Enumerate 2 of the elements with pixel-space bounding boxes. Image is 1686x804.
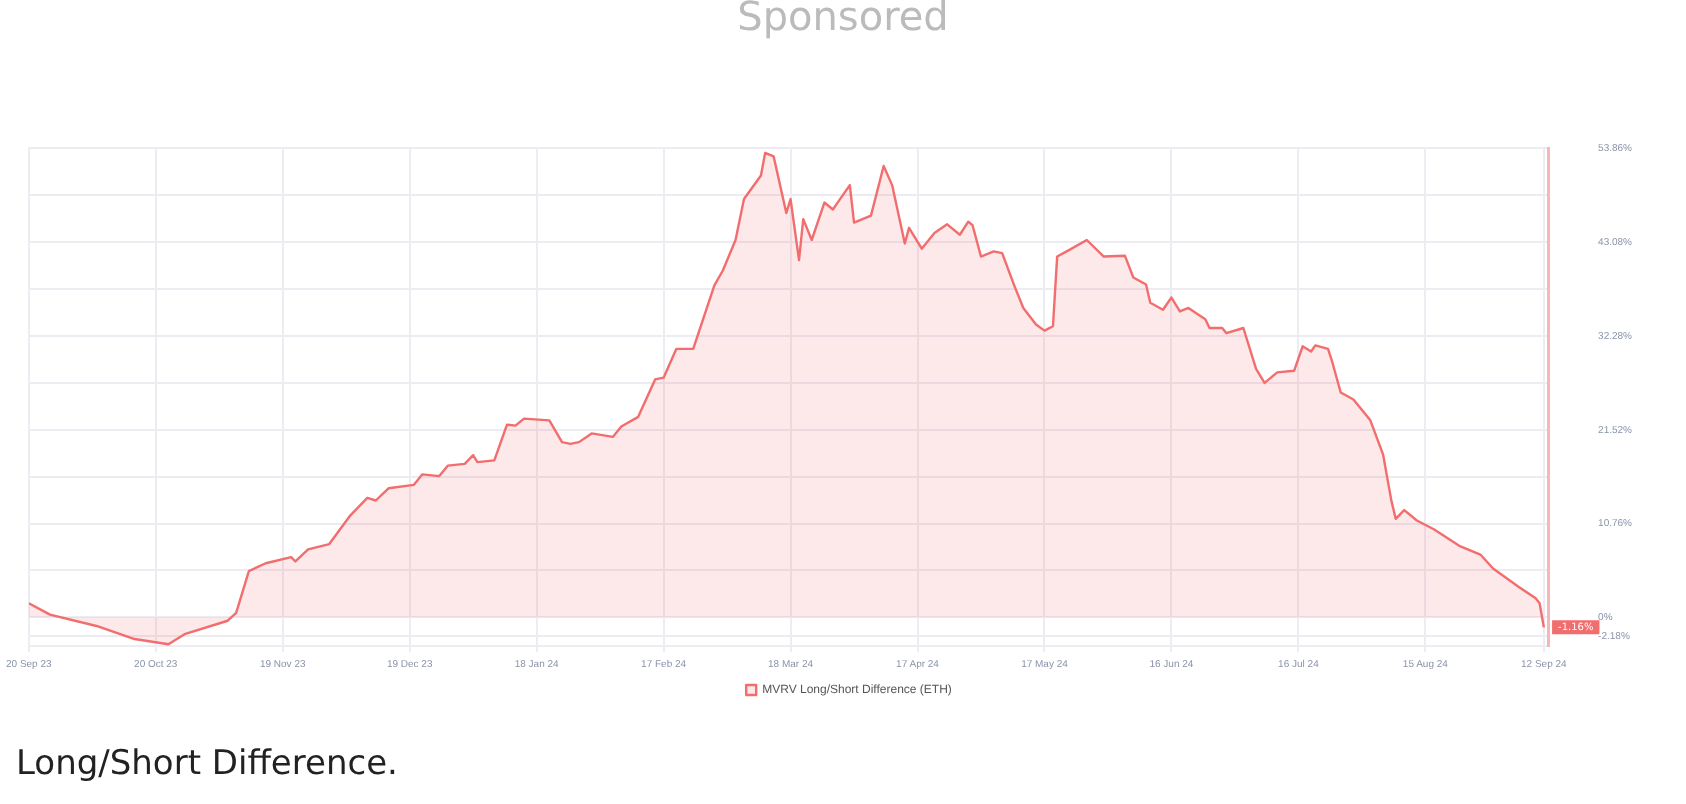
text: Sponsored — [735, 0, 951, 40]
text: Long/Short Difference. — [16, 744, 398, 784]
